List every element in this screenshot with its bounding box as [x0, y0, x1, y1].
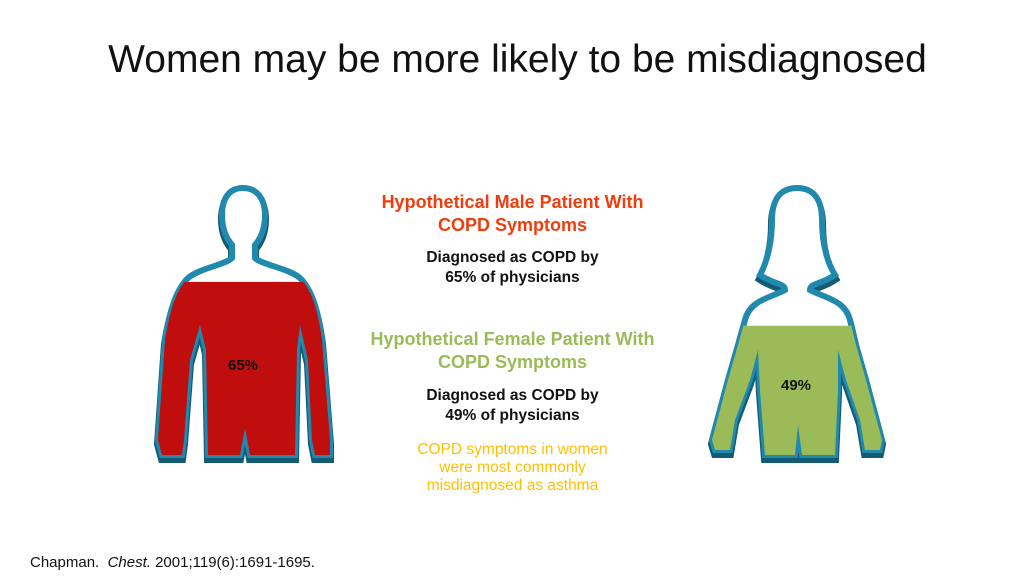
female-heading-line2: COPD Symptoms: [437, 352, 588, 372]
note-line1: COPD symptoms in women: [417, 441, 608, 458]
citation: Chapman. Chest. 2001;119(6):1691-1695.: [30, 554, 315, 571]
citation-journal: Chest.: [107, 554, 151, 571]
male-heading-line1: Hypothetical Male Patient With: [381, 192, 644, 212]
male-percent-label: 65%: [228, 357, 258, 374]
slide-title: Women may be more likely to be misdiagno…: [108, 38, 927, 81]
female-heading: Hypothetical Female Patient With COPD Sy…: [340, 328, 685, 374]
female-detail: Diagnosed as COPD by 49% of physicians: [340, 386, 685, 426]
male-detail: Diagnosed as COPD by 65% of physicians: [340, 248, 685, 288]
male-detail-line2: 65% of physicians: [445, 269, 580, 286]
male-heading-line2: COPD Symptoms: [437, 215, 588, 235]
male-heading: Hypothetical Male Patient With COPD Symp…: [340, 191, 685, 237]
citation-details: 2001;119(6):1691-1695.: [155, 554, 315, 571]
female-info: Hypothetical Female Patient With COPD Sy…: [340, 328, 685, 426]
female-detail-line2: 49% of physicians: [445, 407, 580, 424]
female-silhouette: 49%: [700, 188, 890, 464]
male-detail-line1: Diagnosed as COPD by: [426, 249, 599, 266]
female-percent-label: 49%: [781, 377, 811, 394]
male-info: Hypothetical Male Patient With COPD Symp…: [340, 191, 685, 288]
asthma-note: COPD symptoms in women were most commonl…: [360, 441, 665, 495]
note-line3: misdiagnosed as asthma: [426, 477, 599, 494]
note-line2: were most commonly: [439, 459, 586, 476]
citation-author: Chapman.: [30, 554, 100, 571]
male-silhouette: 65%: [150, 188, 340, 464]
female-detail-line1: Diagnosed as COPD by: [426, 387, 599, 404]
female-heading-line1: Hypothetical Female Patient With: [370, 329, 655, 349]
